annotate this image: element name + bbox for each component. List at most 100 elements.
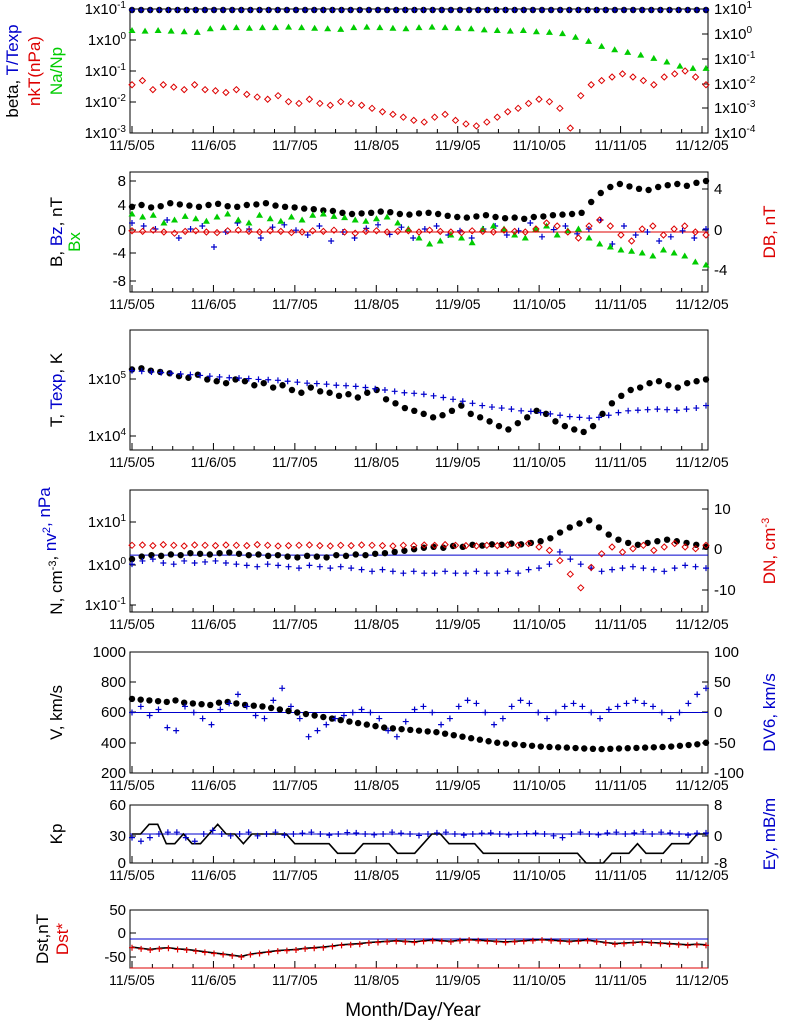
data-point	[660, 73, 668, 81]
data-point	[285, 23, 293, 30]
data-point	[685, 832, 692, 839]
data-point	[627, 237, 636, 245]
data-point	[211, 244, 217, 250]
data-point	[226, 700, 233, 707]
data-point	[302, 7, 309, 13]
data-point	[326, 389, 333, 396]
data-point	[484, 938, 491, 945]
data-point	[548, 7, 555, 13]
y-axis-label: Kp	[47, 824, 66, 845]
data-point	[226, 549, 233, 556]
data-point	[521, 228, 530, 236]
data-point	[140, 223, 147, 229]
data-point	[511, 7, 518, 13]
data-point	[545, 97, 554, 106]
data-point	[673, 407, 680, 414]
data-point	[441, 540, 449, 549]
series-diamond	[128, 216, 710, 245]
data-point	[220, 7, 227, 13]
data-point	[511, 741, 518, 748]
data-point	[654, 406, 661, 413]
x-tick-label: 11/6/05	[191, 777, 237, 793]
data-point	[557, 938, 564, 945]
data-point	[519, 27, 527, 34]
data-point	[615, 536, 622, 543]
data-point	[517, 541, 525, 548]
data-point	[346, 718, 353, 725]
series-cross	[129, 937, 709, 960]
data-point	[206, 551, 214, 558]
data-point	[468, 235, 475, 241]
data-point	[524, 99, 533, 108]
data-point	[189, 700, 197, 707]
data-point	[514, 541, 522, 550]
data-point	[501, 215, 509, 222]
data-point	[368, 104, 376, 113]
data-point	[666, 7, 673, 13]
data-point	[310, 206, 317, 213]
data-point	[398, 830, 405, 837]
data-point	[593, 7, 600, 13]
data-point	[157, 552, 165, 560]
plot-frame	[129, 329, 709, 451]
data-point	[362, 831, 369, 837]
data-point	[559, 211, 566, 218]
data-point	[557, 412, 564, 419]
data-point	[411, 939, 418, 946]
y-tick-label: 400	[101, 735, 126, 752]
data-point	[245, 551, 252, 559]
data-point	[283, 7, 290, 13]
data-point	[415, 727, 423, 734]
data-point	[673, 538, 681, 545]
data-point	[676, 709, 683, 716]
data-point	[527, 408, 534, 415]
series-diamond	[128, 67, 710, 132]
x-tick-label: 11/9/05	[435, 616, 481, 632]
data-point	[602, 940, 609, 947]
data-point	[514, 419, 522, 427]
data-point	[138, 553, 145, 560]
data-point	[376, 715, 383, 722]
data-point	[304, 232, 311, 238]
data-point	[656, 238, 663, 244]
data-point	[181, 227, 189, 236]
data-point	[416, 832, 422, 839]
data-point	[294, 554, 301, 561]
data-point	[274, 377, 281, 384]
data-point	[608, 543, 616, 551]
data-point	[430, 113, 439, 121]
data-point	[550, 832, 557, 839]
data-point	[167, 551, 175, 558]
data-point	[337, 541, 345, 550]
data-point	[553, 222, 561, 230]
data-point	[473, 568, 480, 575]
data-point	[214, 200, 222, 207]
data-point	[566, 7, 573, 13]
data-point	[683, 379, 691, 387]
data-point	[459, 733, 466, 740]
y-axis-label: beta, T/Texp	[3, 24, 22, 117]
data-point	[197, 372, 204, 379]
data-point	[532, 830, 539, 837]
data-point	[340, 712, 347, 719]
data-point	[301, 205, 308, 212]
data-point	[691, 73, 700, 81]
data-point	[332, 715, 339, 722]
data-point	[381, 387, 388, 393]
data-point	[556, 529, 564, 536]
data-point	[187, 371, 194, 378]
data-point	[272, 829, 279, 836]
data-point	[335, 831, 342, 837]
data-point	[402, 938, 409, 945]
data-point	[488, 541, 496, 548]
data-point	[302, 710, 310, 718]
data-point	[222, 88, 230, 97]
data-point	[521, 215, 528, 222]
data-point	[597, 189, 604, 197]
data-point	[681, 252, 689, 259]
data-point	[624, 539, 632, 547]
y2-tick-label: 10	[714, 501, 731, 518]
data-point	[219, 24, 227, 31]
data-point	[165, 945, 172, 952]
data-point	[141, 27, 149, 34]
